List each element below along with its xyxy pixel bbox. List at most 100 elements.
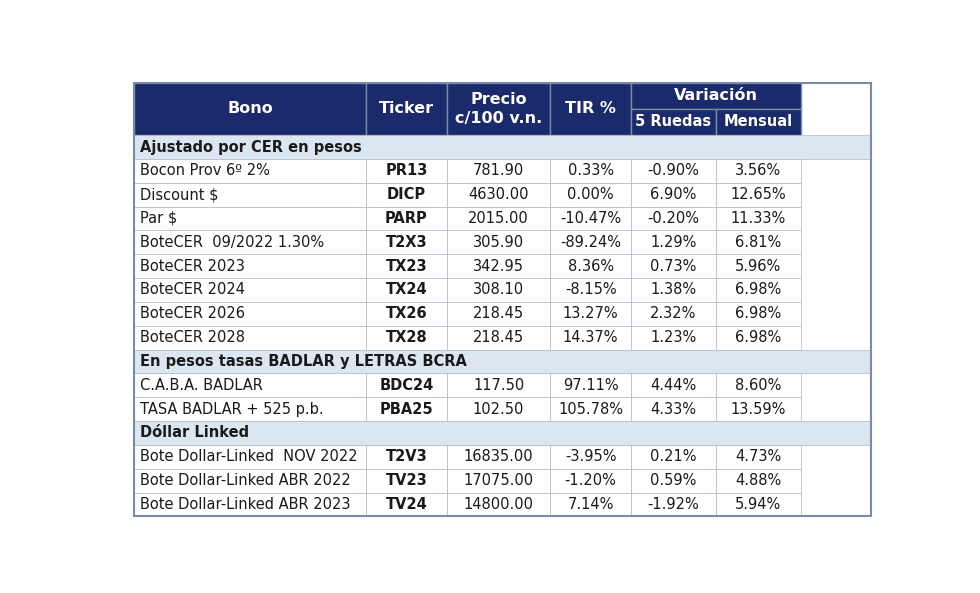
Bar <box>447 397 550 421</box>
Bar <box>716 278 801 302</box>
Text: 305.90: 305.90 <box>473 235 524 250</box>
Text: 0.33%: 0.33% <box>567 163 613 178</box>
Bar <box>366 374 447 397</box>
Bar <box>716 183 801 206</box>
Text: 11.33%: 11.33% <box>731 211 786 226</box>
Text: Bote Dollar-Linked ABR 2022: Bote Dollar-Linked ABR 2022 <box>140 473 351 488</box>
Text: -0.20%: -0.20% <box>648 211 700 226</box>
Bar <box>447 374 550 397</box>
Text: 2015.00: 2015.00 <box>468 211 529 226</box>
Text: -89.24%: -89.24% <box>561 235 621 250</box>
Bar <box>550 82 631 135</box>
Text: -3.95%: -3.95% <box>564 449 616 464</box>
Text: 4.44%: 4.44% <box>651 378 697 393</box>
Bar <box>366 254 447 278</box>
Bar <box>631 302 716 326</box>
Bar <box>550 374 631 397</box>
Bar <box>447 445 550 468</box>
Text: -1.20%: -1.20% <box>564 473 616 488</box>
Text: -10.47%: -10.47% <box>561 211 621 226</box>
Text: 12.65%: 12.65% <box>730 187 786 202</box>
Bar <box>716 326 801 349</box>
Text: Bote Dollar-Linked  NOV 2022: Bote Dollar-Linked NOV 2022 <box>140 449 358 464</box>
Text: -8.15%: -8.15% <box>564 282 616 298</box>
Text: 14800.00: 14800.00 <box>464 497 533 512</box>
Text: 16835.00: 16835.00 <box>464 449 533 464</box>
Bar <box>550 231 631 254</box>
Text: BoteCER 2026: BoteCER 2026 <box>140 307 245 321</box>
Text: 8.60%: 8.60% <box>735 378 781 393</box>
Text: 218.45: 218.45 <box>473 330 524 345</box>
Bar <box>447 468 550 493</box>
Bar <box>631 254 716 278</box>
Text: 2.32%: 2.32% <box>651 307 697 321</box>
Text: 6.98%: 6.98% <box>735 330 781 345</box>
Text: 97.11%: 97.11% <box>563 378 618 393</box>
Bar <box>366 231 447 254</box>
Bar <box>550 206 631 231</box>
Text: 6.90%: 6.90% <box>651 187 697 202</box>
Text: T2X3: T2X3 <box>386 235 427 250</box>
Text: Precio
c/100 v.n.: Precio c/100 v.n. <box>455 92 542 126</box>
Text: 1.38%: 1.38% <box>651 282 697 298</box>
Bar <box>631 278 716 302</box>
Text: -1.92%: -1.92% <box>648 497 700 512</box>
Text: PBA25: PBA25 <box>379 401 433 417</box>
Text: 13.59%: 13.59% <box>730 401 786 417</box>
Bar <box>550 183 631 206</box>
Bar <box>366 82 447 135</box>
Bar <box>550 159 631 183</box>
Bar <box>716 109 801 135</box>
Text: Bote Dollar-Linked ABR 2023: Bote Dollar-Linked ABR 2023 <box>140 497 351 512</box>
Bar <box>631 231 716 254</box>
Text: TX28: TX28 <box>385 330 427 345</box>
Text: TV24: TV24 <box>385 497 427 512</box>
Bar <box>716 231 801 254</box>
Bar <box>366 468 447 493</box>
Text: Ticker: Ticker <box>379 101 434 116</box>
Bar <box>366 302 447 326</box>
Bar <box>134 254 366 278</box>
Text: TX24: TX24 <box>386 282 427 298</box>
Text: 6.98%: 6.98% <box>735 307 781 321</box>
Text: TIR %: TIR % <box>565 101 616 116</box>
Bar <box>550 397 631 421</box>
Text: 105.78%: 105.78% <box>559 401 623 417</box>
Text: 0.00%: 0.00% <box>567 187 613 202</box>
Bar <box>134 349 870 374</box>
Bar <box>716 397 801 421</box>
Text: 5.94%: 5.94% <box>735 497 781 512</box>
Bar <box>366 493 447 517</box>
Bar <box>134 374 366 397</box>
Bar <box>134 206 366 231</box>
Text: 0.21%: 0.21% <box>651 449 697 464</box>
Text: TX23: TX23 <box>386 259 427 273</box>
Bar <box>447 183 550 206</box>
Text: TX26: TX26 <box>386 307 427 321</box>
Bar <box>134 397 366 421</box>
Bar <box>631 109 716 135</box>
Text: 0.73%: 0.73% <box>651 259 697 273</box>
Text: 1.23%: 1.23% <box>651 330 697 345</box>
Bar <box>447 159 550 183</box>
Bar <box>134 82 366 135</box>
Bar <box>716 206 801 231</box>
Bar <box>366 183 447 206</box>
Bar <box>447 82 550 135</box>
Text: 1.29%: 1.29% <box>651 235 697 250</box>
Text: Bocon Prov 6º 2%: Bocon Prov 6º 2% <box>140 163 270 178</box>
Text: 218.45: 218.45 <box>473 307 524 321</box>
Bar <box>550 326 631 349</box>
Text: Discount $: Discount $ <box>140 187 219 202</box>
Bar <box>631 82 801 109</box>
Text: TV23: TV23 <box>385 473 427 488</box>
Bar <box>366 278 447 302</box>
Text: 0.59%: 0.59% <box>651 473 697 488</box>
Bar <box>134 231 366 254</box>
Bar <box>366 326 447 349</box>
Text: 4.33%: 4.33% <box>651 401 697 417</box>
Text: BDC24: BDC24 <box>379 378 433 393</box>
Bar <box>134 326 366 349</box>
Bar <box>447 231 550 254</box>
Bar <box>716 254 801 278</box>
